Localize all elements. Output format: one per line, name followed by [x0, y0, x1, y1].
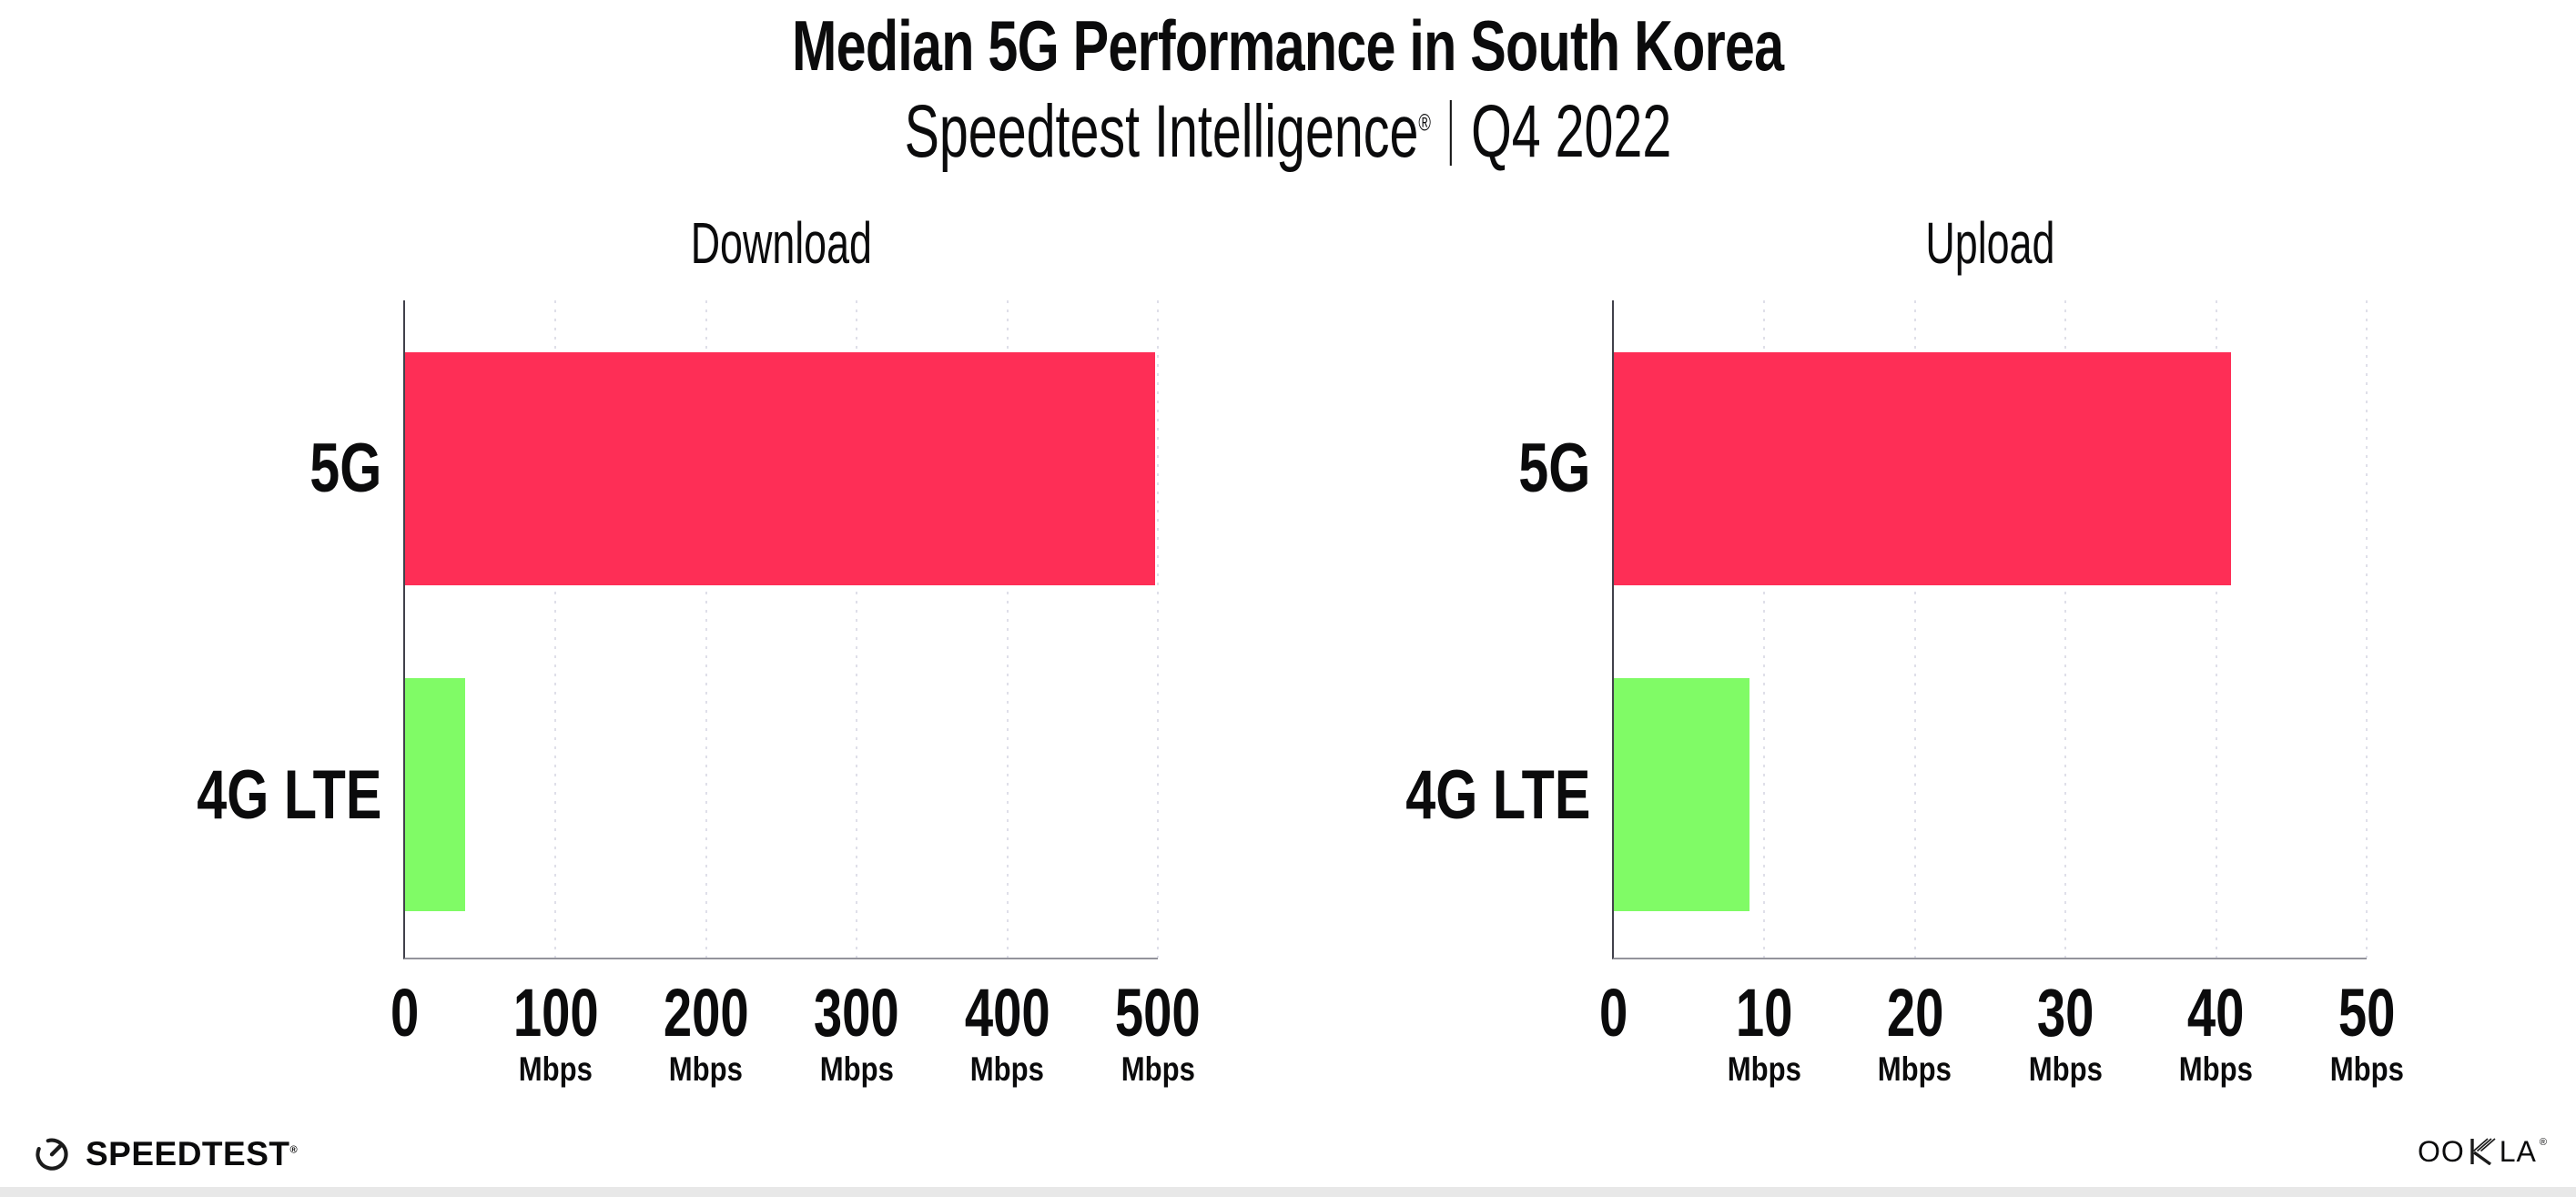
x-tick-40: 40 Mbps: [2080, 958, 2353, 1088]
x-tick-unit: Mbps: [970, 1050, 1045, 1088]
x-tick-0: 0: [269, 958, 542, 1047]
x-tick-value: 10: [1736, 975, 1793, 1050]
speedtest-wordmark: SPEEDTEST®: [86, 1134, 299, 1172]
x-tick-unit: Mbps: [669, 1050, 744, 1088]
subtitle-divider: [1450, 100, 1453, 166]
x-tick-value: 20: [1886, 975, 1944, 1050]
x-tick-unit: Mbps: [518, 1050, 593, 1088]
bar-4g-lte: [405, 678, 466, 912]
category-label-5g: 5G: [1517, 429, 1590, 507]
chart-title-upload: Upload: [1925, 210, 2055, 276]
gridline-20: [1913, 300, 1916, 958]
x-tick-value: 200: [663, 975, 749, 1050]
x-tick-400: 400 Mbps: [871, 958, 1144, 1088]
gridline-500: [1157, 300, 1159, 958]
speedtest-logo: SPEEDTEST®: [31, 1132, 298, 1174]
speedtest-registered-mark: ®: [289, 1144, 299, 1156]
x-tick-50: 50 Mbps: [2230, 958, 2503, 1088]
x-tick-100: 100 Mbps: [419, 958, 692, 1088]
gridline-50: [2366, 300, 2368, 958]
x-tick-value: 30: [2036, 975, 2094, 1050]
gridline-400: [1006, 300, 1009, 958]
gridline-40: [2215, 300, 2217, 958]
x-tick-10: 10 Mbps: [1628, 958, 1901, 1088]
x-tick-500: 500 Mbps: [1021, 958, 1294, 1088]
x-tick-value: 100: [512, 975, 599, 1050]
category-label-4g-lte: 4G LTE: [196, 756, 381, 834]
x-tick-value: 400: [964, 975, 1050, 1050]
registered-mark: ®: [1418, 108, 1432, 137]
bar-5g: [1614, 352, 2232, 586]
x-tick-unit: Mbps: [2028, 1050, 2103, 1088]
x-tick-unit: Mbps: [2329, 1050, 2404, 1088]
x-tick-value: 500: [1115, 975, 1201, 1050]
x-tick-200: 200 Mbps: [570, 958, 843, 1088]
x-tick-unit: Mbps: [1727, 1050, 1801, 1088]
x-tick-300: 300 Mbps: [720, 958, 993, 1088]
x-tick-unit: Mbps: [1878, 1050, 1952, 1088]
speedtest-gauge-icon: [35, 1138, 68, 1171]
x-tick-20: 20 Mbps: [1779, 958, 2052, 1088]
ookla-registered-mark: ®: [2539, 1137, 2547, 1148]
x-tick-value: 40: [2187, 975, 2245, 1050]
page-title: Median 5G Performance in South Korea: [0, 5, 2576, 86]
upload-chart: Upload 0 10 Mbps 20 Mbps 30 Mbps 40 Mbps 50 Mbps 5G 4…: [1405, 214, 2404, 1086]
subtitle-product: Speedtest Intelligence: [904, 90, 1419, 173]
page-title-text: Median 5G Performance in South Korea: [792, 5, 1784, 86]
ookla-letters-la: LA: [2499, 1135, 2537, 1168]
x-tick-value: 0: [1599, 975, 1628, 1050]
x-tick-unit: Mbps: [819, 1050, 894, 1088]
bar-4g-lte: [1614, 678, 1749, 912]
ookla-hatched-k-icon: [2470, 1138, 2496, 1165]
x-tick-unit: Mbps: [1121, 1050, 1195, 1088]
subtitle-period: Q4 2022: [1471, 90, 1672, 173]
category-label-4g-lte: 4G LTE: [1405, 756, 1590, 834]
x-tick-0: 0: [1477, 958, 1750, 1047]
page-subtitle: Speedtest Intelligence® Q4 2022: [0, 90, 2576, 173]
x-tick-value: 50: [2338, 975, 2396, 1050]
category-label-5g: 5G: [309, 429, 381, 507]
x-tick-value: 300: [814, 975, 900, 1050]
gridline-10: [1763, 300, 1766, 958]
x-tick-30: 30 Mbps: [1929, 958, 2202, 1088]
gridline-300: [856, 300, 858, 958]
x-tick-value: 0: [390, 975, 420, 1050]
bottom-strip: [0, 1187, 2576, 1197]
download-chart: Download 0 100 Mbps 200 Mbps 300 Mbps 400 Mbps 500…: [197, 214, 1201, 1086]
chart-title-download: Download: [690, 210, 873, 276]
gridline-200: [705, 300, 707, 958]
ookla-logo: OO LA ®: [2417, 1135, 2547, 1168]
gridline-30: [2064, 300, 2067, 958]
gridline-100: [554, 300, 557, 958]
x-tick-unit: Mbps: [2179, 1050, 2254, 1088]
ookla-letters-oo: OO: [2417, 1135, 2465, 1168]
bar-5g: [405, 352, 1155, 586]
